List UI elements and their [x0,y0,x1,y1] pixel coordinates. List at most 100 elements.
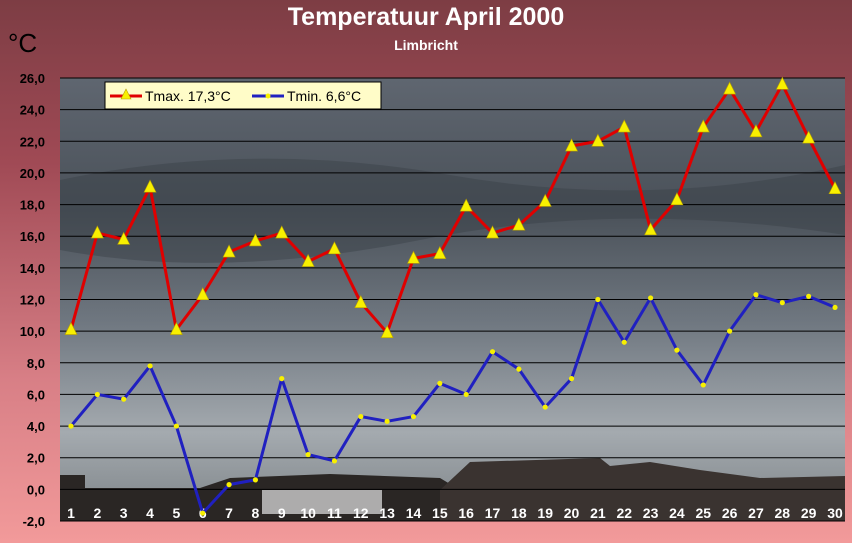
data-point-tmin [279,376,285,382]
y-tick-label: 6,0 [27,387,45,402]
y-tick-label: 22,0 [20,134,45,149]
x-tick-label: 24 [669,505,685,521]
data-point-tmax [64,321,78,335]
data-point-tmax [301,253,315,267]
x-tick-label: 3 [120,505,128,521]
x-tick-label: 8 [252,505,260,521]
data-point-tmax [617,119,631,133]
x-tick-label: 22 [616,505,632,521]
data-point-tmax [90,225,104,239]
data-point-tmin [621,339,627,345]
y-axis-unit-label: °C [8,28,38,58]
data-point-tmin [94,391,100,398]
x-tick-label: 7 [225,505,233,521]
data-point-tmin [147,363,153,369]
x-tick-label: 12 [353,505,369,521]
x-tick-label: 14 [406,505,422,521]
x-tick-label: 5 [172,505,180,521]
y-tick-label: 24,0 [20,103,45,118]
x-tick-label: 19 [537,505,553,521]
data-point-tmin [489,349,496,355]
data-point-tmax [433,245,447,259]
data-point-tmin [832,304,838,311]
y-tick-label: 16,0 [20,229,45,244]
x-tick-label: 30 [827,505,843,521]
data-point-tmax [248,233,262,247]
data-point-tmin [568,376,575,382]
data-point-tmax [222,244,236,258]
chart-subtitle: Limbricht [394,37,458,53]
data-point-tmax [169,321,183,335]
data-point-tmax [591,133,605,147]
legend-tmin-marker [265,93,271,99]
x-tick-label: 9 [278,505,286,521]
legend-tmax-marker [120,88,132,100]
data-point-tmax [775,76,789,90]
data-point-tmax [486,225,500,239]
data-point-tmax [802,130,816,144]
x-tick-label: 28 [775,505,791,521]
data-point-tmin [437,380,443,386]
data-point-tmax [538,193,552,207]
data-point-tmin [463,391,469,398]
x-tick-label: 27 [748,505,764,521]
data-point-tmin [121,396,127,402]
x-tick-label: 10 [300,505,316,521]
data-point-tmin [173,423,179,429]
series-line-tmin [69,293,836,515]
y-tick-label: -2,0 [23,514,45,529]
data-point-tmax [512,217,526,231]
data-point-tmin [200,510,206,516]
y-tick-label: 2,0 [27,451,45,466]
x-tick-label: 11 [327,505,342,521]
y-tick-label: 20,0 [20,166,45,181]
data-point-tmin [226,482,232,488]
data-point-tmax [143,179,157,193]
legend-tmax-label: Tmax. 17,3°C [145,88,231,104]
data-point-tmin [700,382,706,388]
legend-box [104,81,382,110]
x-tick-label: 18 [511,505,527,521]
data-point-tmax [749,124,763,138]
data-point-tmin [727,328,733,334]
data-point-tmax [670,192,684,206]
y-tick-label: 14,0 [20,261,45,276]
data-point-tmin [595,296,601,303]
x-tick-label: 21 [590,505,606,521]
x-tick-label: 29 [801,505,817,521]
data-point-tmin [384,418,390,424]
data-point-tmin [252,477,259,483]
x-tick-label: 15 [432,505,448,521]
x-tick-label: 23 [643,505,659,521]
data-point-tmax [644,222,658,236]
data-point-tmax [565,138,579,152]
data-point-tmin [806,293,812,299]
data-point-tmax [275,225,289,239]
y-tick-label: 26,0 [20,71,45,86]
x-tick-label: 17 [485,505,501,521]
x-tick-label: 2 [93,505,101,521]
x-tick-label: 20 [564,505,580,521]
gridlines [60,77,845,522]
x-tick-label: 16 [458,505,474,521]
data-point-tmax [117,231,131,245]
data-point-tmin [358,413,364,420]
data-point-tmin [542,404,548,410]
x-tick-label: 1 [67,505,75,521]
y-tick-label: 12,0 [20,293,45,308]
data-point-tmin [331,458,338,464]
series-layer [64,76,842,516]
y-tick-label: 0,0 [27,482,45,497]
data-point-tmax [196,287,210,301]
data-point-tmin [68,423,74,429]
y-tick-label: 10,0 [20,324,45,339]
y-axis: -2,0 0,0 2,0 4,0 6,0 8,0 10,0 12,0 14,0 16,0 18,0 2… [20,71,45,529]
data-point-tmax [406,250,420,264]
data-point-tmin [305,451,311,458]
y-tick-label: 18,0 [20,198,45,213]
data-point-tmax [459,198,473,212]
x-tick-label: 4 [146,505,154,521]
y-tick-label: 4,0 [27,419,45,434]
building-windows [262,490,382,514]
